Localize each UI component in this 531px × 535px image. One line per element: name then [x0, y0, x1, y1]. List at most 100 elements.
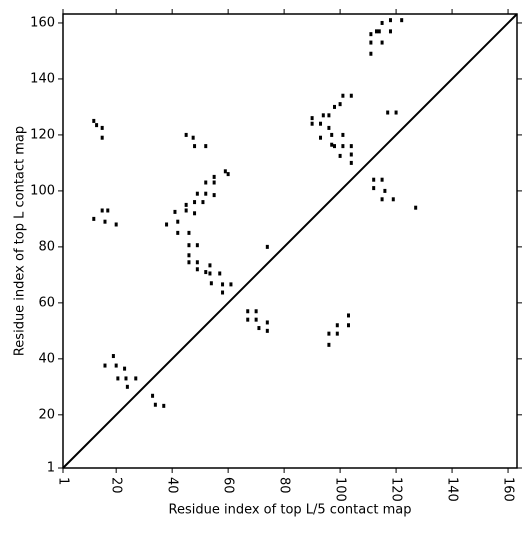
contact [106, 208, 110, 213]
contact [321, 113, 325, 118]
contact [103, 219, 107, 224]
contact [372, 177, 376, 182]
contact [349, 144, 353, 149]
contact [151, 393, 155, 398]
contact [380, 177, 384, 182]
x-tick-label: 20 [109, 477, 124, 494]
contact [187, 260, 191, 265]
contact [400, 18, 404, 23]
y-tick-label: 100 [30, 183, 55, 198]
contact [346, 313, 350, 318]
contact [330, 132, 334, 137]
contact [223, 169, 227, 174]
contact [114, 363, 118, 368]
contact [341, 93, 345, 98]
contact [391, 197, 395, 202]
contact [369, 51, 373, 56]
contact [95, 123, 99, 128]
contact [383, 188, 387, 193]
contact [327, 125, 331, 130]
contact [349, 160, 353, 165]
contact [265, 244, 269, 249]
x-tick-label: 40 [165, 477, 180, 494]
contact [187, 253, 191, 258]
x-tick-label: 60 [221, 477, 236, 494]
contact [319, 121, 323, 126]
x-tick-label: 1 [56, 477, 71, 485]
x-tick-label: 160 [501, 477, 516, 502]
contact [92, 118, 96, 123]
contact [319, 135, 323, 140]
contact [349, 152, 353, 157]
contact [388, 29, 392, 34]
contact [173, 209, 177, 214]
diagonal [62, 13, 518, 469]
contact [338, 153, 342, 158]
contact [204, 270, 208, 275]
contact [195, 260, 199, 265]
x-tick-label: 100 [333, 477, 348, 502]
contact [123, 366, 127, 371]
y-tick-label: 120 [30, 127, 55, 142]
contact [341, 132, 345, 137]
contact [195, 243, 199, 248]
contact [218, 271, 222, 276]
contact [221, 282, 225, 287]
contact [338, 102, 342, 107]
contact [212, 174, 216, 179]
contact [341, 144, 345, 149]
contact [380, 40, 384, 45]
contact [153, 402, 157, 407]
contact [265, 328, 269, 333]
contact [162, 403, 166, 408]
contact [165, 222, 169, 227]
contact [193, 211, 197, 216]
y-tick-label: 40 [38, 351, 55, 366]
contact [221, 290, 225, 295]
contact [103, 363, 107, 368]
contact [388, 18, 392, 23]
contact [369, 32, 373, 37]
contact [209, 281, 213, 286]
contact [330, 142, 334, 147]
y-tick-label: 80 [38, 239, 55, 254]
contact [254, 317, 258, 322]
contact [246, 317, 250, 322]
contact [114, 222, 118, 227]
contact [204, 180, 208, 185]
contact [335, 331, 339, 336]
contact [100, 208, 104, 213]
contact [327, 342, 331, 347]
y-tick-label: 60 [38, 295, 55, 310]
contact [193, 144, 197, 149]
contact [229, 282, 233, 287]
contact [386, 110, 390, 115]
contact [394, 110, 398, 115]
x-tick-label: 120 [389, 477, 404, 502]
contact [333, 104, 337, 109]
x-tick-label: 80 [277, 477, 292, 494]
contact [100, 125, 104, 130]
contact [265, 320, 269, 325]
contact [380, 197, 384, 202]
contact [100, 135, 104, 140]
contact [195, 191, 199, 196]
contact [184, 202, 188, 207]
contact [201, 200, 205, 205]
contact [212, 193, 216, 198]
contact [184, 208, 188, 213]
contact [125, 384, 129, 389]
contact [335, 323, 339, 328]
contact [226, 172, 230, 177]
x-tick-label: 140 [445, 477, 460, 502]
contact [310, 116, 314, 121]
contact [327, 113, 331, 118]
contact [372, 186, 376, 191]
contact [310, 121, 314, 126]
contact [92, 216, 96, 221]
contact [187, 230, 191, 235]
contact [369, 40, 373, 45]
contact [212, 180, 216, 185]
contact [257, 326, 261, 331]
y-axis-label: Residue index of top L contact map [13, 126, 28, 356]
